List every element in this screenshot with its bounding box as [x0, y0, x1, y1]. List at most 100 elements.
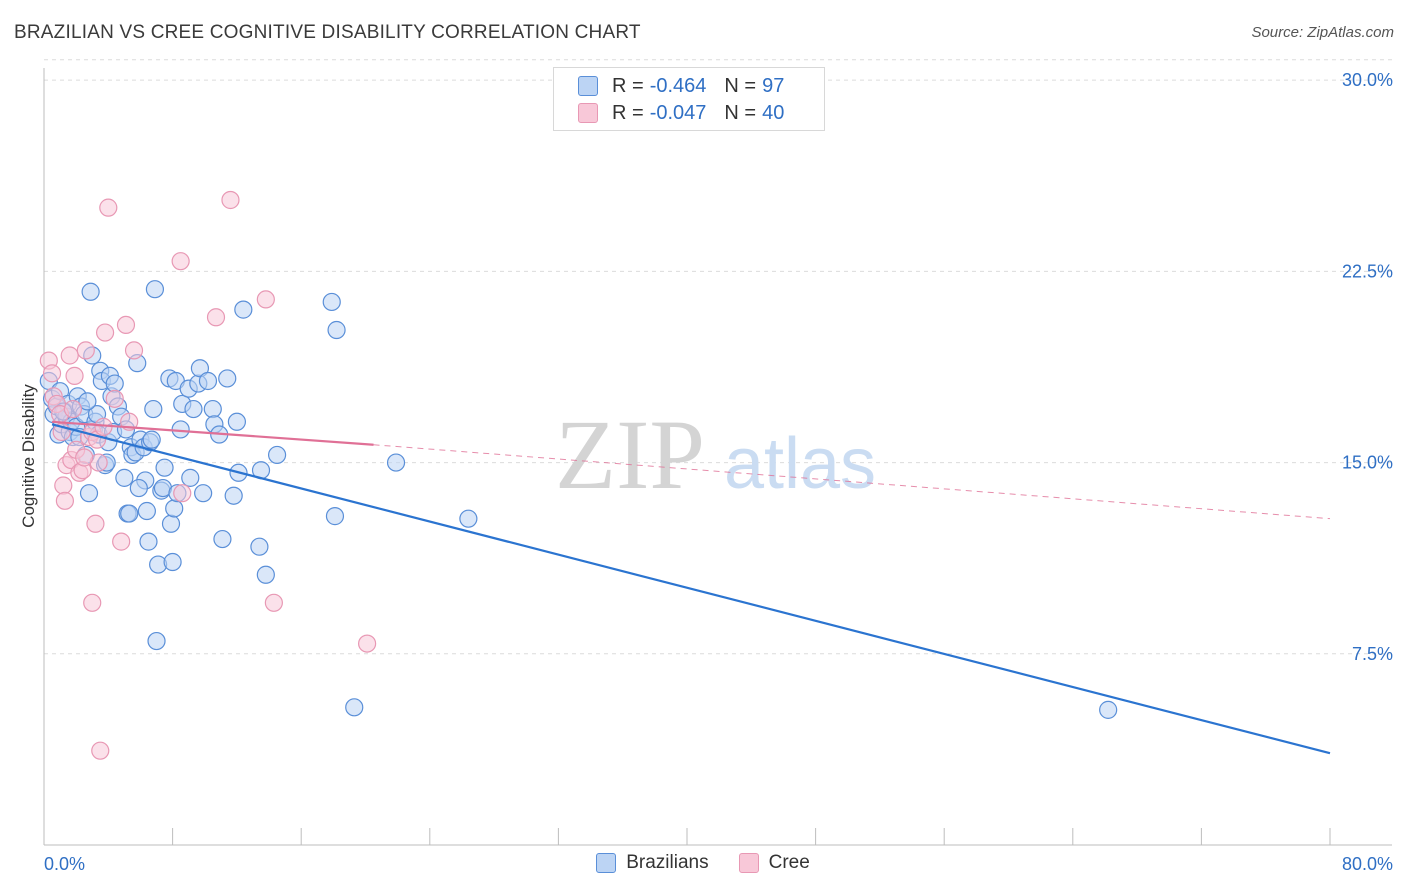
- brazilians-point: [137, 501, 156, 521]
- stats-legend: R = -0.464 N = 97 R = -0.047 N = 40: [553, 67, 825, 131]
- cree-point: [60, 346, 79, 365]
- legend-r-label: R =: [612, 74, 644, 97]
- brazilians-point: [198, 371, 218, 391]
- cree-point: [65, 366, 84, 385]
- brazilians-point: [325, 507, 345, 526]
- source-label: Source: ZipAtlas.com: [1251, 24, 1394, 41]
- cree-point: [171, 252, 190, 271]
- cree-point: [256, 290, 275, 309]
- legend-n-value: 40: [762, 101, 785, 124]
- brazilians-point: [224, 486, 243, 505]
- legend-swatch-pink: [578, 103, 598, 123]
- legend-swatch-blue: [578, 76, 598, 96]
- brazilians-point: [163, 552, 182, 572]
- brazilians-point: [129, 478, 148, 498]
- cree-point: [358, 634, 377, 653]
- brazilians-point: [105, 374, 124, 393]
- grid-lines: [44, 59, 1392, 655]
- brazilians-point: [161, 514, 181, 533]
- cree-point: [91, 741, 110, 760]
- cree-point: [264, 593, 283, 612]
- series-legend-cree: Cree: [738, 852, 810, 874]
- brazilians-point: [234, 300, 253, 319]
- brazilians-point: [267, 445, 287, 465]
- y-tick-label: 7.5%: [1352, 644, 1393, 664]
- brazilians-point: [218, 369, 237, 388]
- cree-point: [83, 593, 102, 612]
- series-swatch-pink: [738, 853, 759, 873]
- brazilians-point: [147, 631, 166, 651]
- cree-point: [124, 341, 144, 360]
- cree-trend-line: [51, 420, 374, 446]
- brazilians-point: [227, 412, 246, 431]
- brazilians-point: [115, 468, 134, 487]
- brazilians-point: [327, 320, 346, 340]
- chart-title: BRAZILIAN VS CREE COGNITIVE DISABILITY C…: [14, 22, 641, 43]
- brazilians-point: [250, 537, 269, 556]
- y-tick-label: 22.5%: [1342, 261, 1393, 281]
- brazilians-point: [213, 529, 232, 549]
- watermark: ZIP atlas: [555, 399, 876, 510]
- cree-point: [54, 476, 73, 495]
- brazilians-point: [120, 504, 139, 523]
- series-swatch-blue: [596, 853, 617, 873]
- brazilians-point: [165, 499, 184, 518]
- brazilians-point: [181, 468, 200, 487]
- brazilians-point: [203, 399, 222, 419]
- cree-point: [99, 198, 118, 217]
- y-axis-label: Cognitive Disability: [19, 384, 38, 528]
- brazilians-point: [155, 458, 174, 477]
- series-label-brazilians: Brazilians: [626, 852, 709, 873]
- x-tick-labels: 0.0% 80.0%: [44, 854, 1393, 874]
- legend-row-brazilians: R = -0.464 N = 97: [578, 74, 790, 98]
- trend-lines: [51, 420, 1331, 755]
- legend-r-label: R =: [612, 101, 644, 124]
- brazilians-point: [171, 420, 190, 439]
- brazilians-point: [459, 509, 478, 528]
- cree-point: [95, 323, 115, 342]
- x-tick-label-min: 0.0%: [44, 854, 85, 874]
- watermark-zip: ZIP: [555, 399, 705, 510]
- x-tick-label-max: 80.0%: [1342, 854, 1393, 874]
- brazilians-point: [142, 430, 161, 449]
- brazilians-point: [194, 484, 213, 503]
- series-legend-brazilians: Brazilians: [596, 852, 709, 874]
- legend-n-label: N =: [724, 101, 757, 124]
- brazilians-point: [79, 484, 99, 503]
- brazilians-point: [322, 292, 341, 312]
- brazilians-point: [139, 532, 158, 551]
- y-tick-labels: 7.5% 15.0% 22.5% 30.0%: [1342, 70, 1393, 664]
- brazilians-point: [81, 282, 100, 301]
- legend-r-value: -0.047: [649, 101, 707, 124]
- y-tick-label: 15.0%: [1342, 453, 1393, 473]
- brazilians-point: [144, 399, 163, 419]
- series-label-cree: Cree: [768, 852, 810, 873]
- brazilians-trend-line: [51, 423, 1331, 755]
- brazilians-point: [345, 698, 364, 717]
- legend-n-label: N =: [724, 74, 757, 97]
- cree-point: [221, 190, 240, 210]
- brazilians-point: [386, 453, 406, 472]
- brazilians-point: [256, 565, 275, 584]
- brazilians-point: [78, 392, 97, 411]
- cree-point: [112, 532, 131, 551]
- brazilians-point: [145, 280, 165, 299]
- cree-point: [75, 448, 94, 467]
- cree-point: [76, 341, 95, 360]
- legend-row-cree: R = -0.047 N = 40: [578, 101, 790, 125]
- series-legend: Brazilians Cree: [0, 852, 1406, 874]
- legend-n-value: 97: [762, 74, 785, 97]
- cree-trend-extension: [373, 444, 1331, 520]
- brazilians-point: [1099, 700, 1118, 719]
- cree-point: [206, 308, 226, 327]
- cree-points: [39, 190, 377, 760]
- cree-point: [63, 399, 83, 419]
- y-tick-label: 30.0%: [1342, 70, 1393, 90]
- cree-point: [86, 514, 105, 533]
- watermark-atlas: atlas: [724, 424, 876, 504]
- axes: [43, 68, 1392, 846]
- cree-point: [42, 364, 62, 383]
- cree-point: [105, 389, 124, 408]
- cree-point: [116, 315, 136, 335]
